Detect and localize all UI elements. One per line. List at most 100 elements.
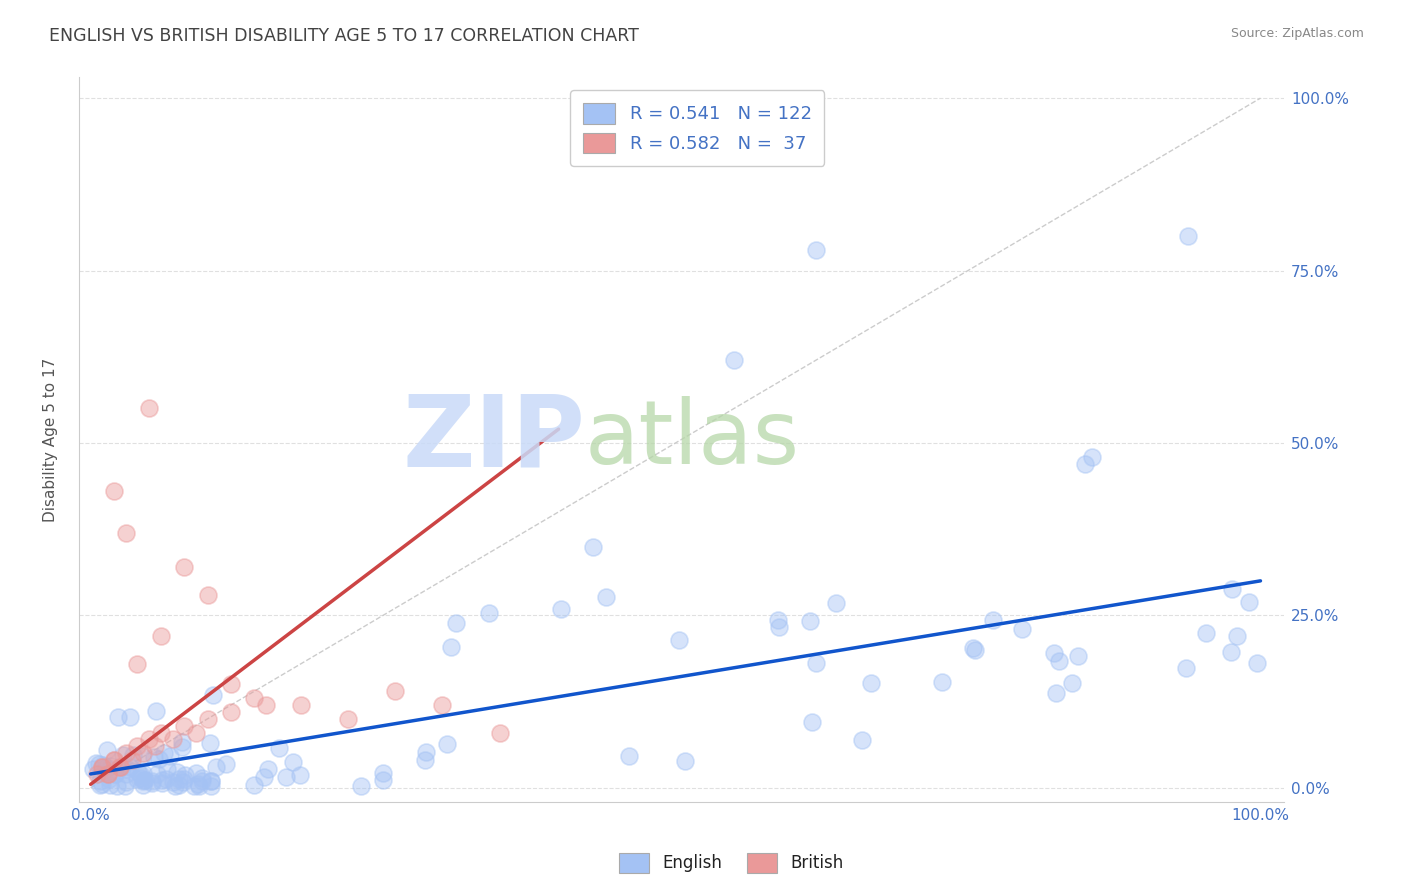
Text: ENGLISH VS BRITISH DISABILITY AGE 5 TO 17 CORRELATION CHART: ENGLISH VS BRITISH DISABILITY AGE 5 TO 1… xyxy=(49,27,640,45)
Point xyxy=(1043,646,1066,660)
Point xyxy=(153,746,176,760)
Point xyxy=(169,772,191,786)
Point xyxy=(489,725,512,739)
Point xyxy=(118,710,141,724)
Point xyxy=(1045,686,1067,700)
Point xyxy=(100,759,122,773)
Point xyxy=(436,738,458,752)
Point xyxy=(1246,657,1268,671)
Point xyxy=(1195,626,1218,640)
Point xyxy=(668,633,690,648)
Point xyxy=(267,740,290,755)
Point xyxy=(283,755,305,769)
Point xyxy=(134,773,156,788)
Point xyxy=(91,760,114,774)
Point xyxy=(96,760,118,774)
Text: Source: ZipAtlas.com: Source: ZipAtlas.com xyxy=(1230,27,1364,40)
Point xyxy=(143,750,166,764)
Point xyxy=(91,777,114,791)
Point xyxy=(89,778,111,792)
Point xyxy=(371,766,394,780)
Point xyxy=(801,714,824,729)
Point xyxy=(127,772,149,786)
Point xyxy=(350,780,373,794)
Point xyxy=(173,719,195,733)
Point xyxy=(121,753,143,767)
Point xyxy=(1011,622,1033,636)
Point xyxy=(768,613,790,627)
Point xyxy=(145,704,167,718)
Point xyxy=(86,767,108,781)
Point xyxy=(108,760,131,774)
Text: ZIP: ZIP xyxy=(402,391,585,488)
Point xyxy=(183,779,205,793)
Point xyxy=(165,779,187,793)
Point xyxy=(290,698,312,712)
Point xyxy=(155,772,177,787)
Point xyxy=(138,732,160,747)
Point xyxy=(582,540,605,554)
Point xyxy=(1220,645,1243,659)
Point xyxy=(1177,229,1199,244)
Point xyxy=(723,353,745,368)
Point xyxy=(89,774,111,789)
Point xyxy=(243,691,266,706)
Point xyxy=(112,747,135,762)
Point xyxy=(91,758,114,772)
Point xyxy=(129,771,152,785)
Point xyxy=(430,698,453,712)
Point xyxy=(105,780,128,794)
Point xyxy=(191,774,214,789)
Point xyxy=(337,712,360,726)
Point xyxy=(205,760,228,774)
Point xyxy=(1175,661,1198,675)
Point xyxy=(97,767,120,781)
Point xyxy=(804,656,827,670)
Point xyxy=(1220,582,1243,596)
Point xyxy=(173,772,195,787)
Point xyxy=(173,560,195,574)
Point xyxy=(141,775,163,789)
Point xyxy=(197,712,219,726)
Point xyxy=(198,736,221,750)
Point xyxy=(384,684,406,698)
Point xyxy=(114,767,136,781)
Point xyxy=(149,725,172,739)
Point xyxy=(1047,654,1070,668)
Point xyxy=(111,760,134,774)
Point xyxy=(162,774,184,789)
Point xyxy=(172,740,194,755)
Point xyxy=(931,675,953,690)
Point xyxy=(104,767,127,781)
Point xyxy=(440,640,463,655)
Point xyxy=(254,698,277,712)
Point xyxy=(115,774,138,789)
Point xyxy=(201,688,224,702)
Point xyxy=(1067,649,1090,664)
Point xyxy=(1062,675,1084,690)
Point xyxy=(103,753,125,767)
Point xyxy=(82,762,104,776)
Point xyxy=(131,765,153,780)
Point xyxy=(824,596,846,610)
Point xyxy=(97,767,120,781)
Point xyxy=(184,766,207,780)
Point xyxy=(150,776,173,790)
Point xyxy=(256,762,278,776)
Point xyxy=(148,752,170,766)
Point xyxy=(288,768,311,782)
Point xyxy=(444,615,467,630)
Legend: English, British: English, British xyxy=(612,847,851,880)
Point xyxy=(851,733,873,747)
Point xyxy=(243,778,266,792)
Point xyxy=(413,753,436,767)
Point xyxy=(162,732,184,747)
Point xyxy=(804,243,827,257)
Point xyxy=(96,743,118,757)
Point xyxy=(132,746,155,760)
Point xyxy=(172,735,194,749)
Point xyxy=(146,767,169,781)
Point xyxy=(768,620,790,634)
Point xyxy=(132,773,155,788)
Point xyxy=(127,739,149,754)
